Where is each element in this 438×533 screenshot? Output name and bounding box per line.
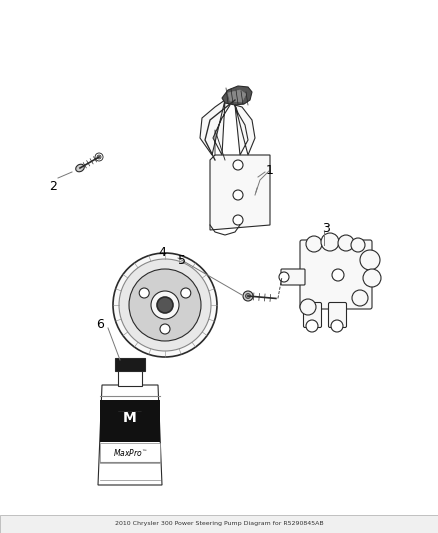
Text: 3: 3 xyxy=(322,222,330,236)
FancyBboxPatch shape xyxy=(100,443,160,463)
Circle shape xyxy=(300,299,316,315)
Text: ——————: —————— xyxy=(118,409,142,413)
FancyBboxPatch shape xyxy=(328,303,346,327)
Circle shape xyxy=(321,233,339,251)
Circle shape xyxy=(233,190,243,200)
Circle shape xyxy=(233,160,243,170)
FancyBboxPatch shape xyxy=(100,400,160,442)
Circle shape xyxy=(233,215,243,225)
Polygon shape xyxy=(200,100,230,155)
Circle shape xyxy=(151,291,179,319)
Circle shape xyxy=(306,320,318,332)
Circle shape xyxy=(129,269,201,341)
Polygon shape xyxy=(235,105,255,155)
Text: 5: 5 xyxy=(178,254,186,266)
Text: 2010 Chrysler 300 Power Steering Pump Diagram for R5290845AB: 2010 Chrysler 300 Power Steering Pump Di… xyxy=(115,521,323,527)
Circle shape xyxy=(246,294,251,298)
Circle shape xyxy=(279,272,289,282)
Text: 4: 4 xyxy=(158,246,166,259)
Circle shape xyxy=(338,235,354,251)
Circle shape xyxy=(243,291,253,301)
Circle shape xyxy=(181,288,191,298)
Text: M: M xyxy=(123,411,137,425)
Text: 1: 1 xyxy=(266,164,274,176)
Circle shape xyxy=(352,290,368,306)
Circle shape xyxy=(139,288,149,298)
Circle shape xyxy=(332,269,344,281)
Polygon shape xyxy=(228,90,246,102)
Polygon shape xyxy=(98,385,162,485)
FancyBboxPatch shape xyxy=(0,515,438,533)
FancyBboxPatch shape xyxy=(281,269,305,285)
Polygon shape xyxy=(222,86,252,105)
FancyBboxPatch shape xyxy=(304,303,321,327)
Circle shape xyxy=(157,297,173,313)
Circle shape xyxy=(160,324,170,334)
Circle shape xyxy=(97,155,101,159)
Circle shape xyxy=(113,253,217,357)
Text: 6: 6 xyxy=(96,318,104,330)
Circle shape xyxy=(351,238,365,252)
Circle shape xyxy=(119,259,211,351)
Circle shape xyxy=(363,269,381,287)
Circle shape xyxy=(306,236,322,252)
FancyBboxPatch shape xyxy=(115,358,145,371)
Circle shape xyxy=(95,153,103,161)
Circle shape xyxy=(360,250,380,270)
FancyBboxPatch shape xyxy=(300,240,372,309)
Polygon shape xyxy=(210,155,270,230)
Text: 2: 2 xyxy=(49,180,57,192)
Ellipse shape xyxy=(76,164,84,172)
Text: MaxPro$^\mathregular{™}$: MaxPro$^\mathregular{™}$ xyxy=(113,447,147,459)
FancyBboxPatch shape xyxy=(118,370,142,386)
Circle shape xyxy=(331,320,343,332)
